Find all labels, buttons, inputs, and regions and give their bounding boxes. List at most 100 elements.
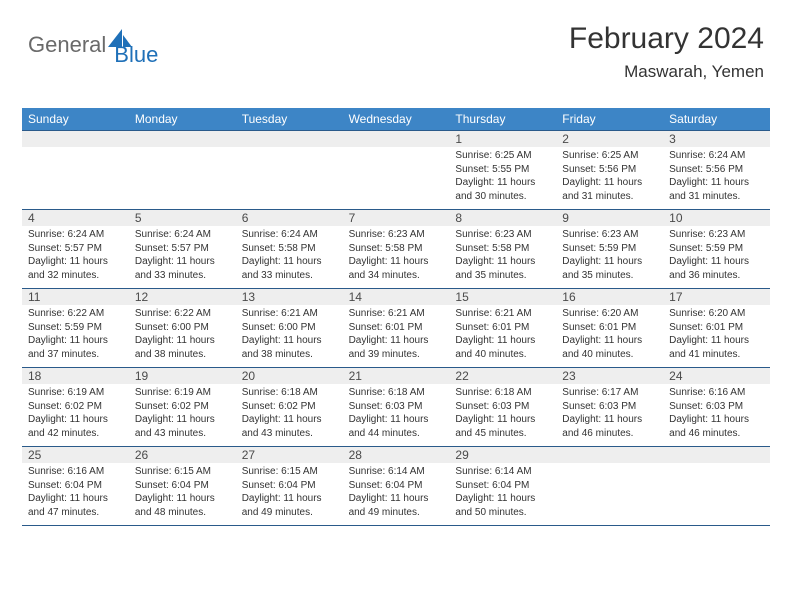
calendar-cell: 3Sunrise: 6:24 AMSunset: 5:56 PMDaylight…	[663, 131, 770, 209]
daylight-text: Daylight: 11 hours and 36 minutes.	[669, 255, 764, 282]
daylight-text: Daylight: 11 hours and 35 minutes.	[455, 255, 550, 282]
calendar-cell: 20Sunrise: 6:18 AMSunset: 6:02 PMDayligh…	[236, 368, 343, 446]
day-number	[343, 131, 450, 147]
daylight-text: Daylight: 11 hours and 35 minutes.	[562, 255, 657, 282]
weekday-label: Sunday	[22, 108, 129, 130]
day-number	[663, 447, 770, 463]
sunrise-text: Sunrise: 6:19 AM	[28, 386, 123, 400]
day-number: 2	[556, 131, 663, 147]
sunrise-text: Sunrise: 6:18 AM	[349, 386, 444, 400]
sunset-text: Sunset: 6:03 PM	[455, 400, 550, 414]
weekday-label: Friday	[556, 108, 663, 130]
sunrise-text: Sunrise: 6:18 AM	[455, 386, 550, 400]
sunset-text: Sunset: 5:57 PM	[135, 242, 230, 256]
day-number: 7	[343, 210, 450, 226]
calendar-cell-empty	[22, 131, 129, 209]
sunrise-text: Sunrise: 6:15 AM	[242, 465, 337, 479]
daylight-text: Daylight: 11 hours and 46 minutes.	[669, 413, 764, 440]
day-number	[236, 131, 343, 147]
day-number: 14	[343, 289, 450, 305]
sunrise-text: Sunrise: 6:20 AM	[669, 307, 764, 321]
day-number: 29	[449, 447, 556, 463]
sunset-text: Sunset: 6:04 PM	[135, 479, 230, 493]
calendar-week: 18Sunrise: 6:19 AMSunset: 6:02 PMDayligh…	[22, 367, 770, 446]
day-info: Sunrise: 6:24 AMSunset: 5:57 PMDaylight:…	[129, 226, 236, 286]
day-number	[556, 447, 663, 463]
day-info: Sunrise: 6:14 AMSunset: 6:04 PMDaylight:…	[343, 463, 450, 523]
daylight-text: Daylight: 11 hours and 49 minutes.	[349, 492, 444, 519]
day-number: 17	[663, 289, 770, 305]
calendar-week: 1Sunrise: 6:25 AMSunset: 5:55 PMDaylight…	[22, 130, 770, 209]
sunset-text: Sunset: 5:56 PM	[669, 163, 764, 177]
calendar-cell: 29 Sunrise: 6:14 AMSunset: 6:04 PMDayligh…	[449, 447, 556, 525]
weekday-label: Monday	[129, 108, 236, 130]
calendar-cell: 26Sunrise: 6:15 AMSunset: 6:04 PMDayligh…	[129, 447, 236, 525]
day-number: 6	[236, 210, 343, 226]
day-info: Sunrise: 6:18 AMSunset: 6:02 PMDaylight:…	[236, 384, 343, 444]
sunrise-text: Sunrise: 6:25 AM	[455, 149, 550, 163]
calendar-cell: 9Sunrise: 6:23 AMSunset: 5:59 PMDaylight…	[556, 210, 663, 288]
calendar-cell: 25Sunrise: 6:16 AMSunset: 6:04 PMDayligh…	[22, 447, 129, 525]
day-number: 20	[236, 368, 343, 384]
daylight-text: Daylight: 11 hours and 40 minutes.	[455, 334, 550, 361]
sunset-text: Sunset: 5:59 PM	[28, 321, 123, 335]
daylight-text: Daylight: 11 hours and 40 minutes.	[562, 334, 657, 361]
calendar-cell: 16Sunrise: 6:20 AMSunset: 6:01 PMDayligh…	[556, 289, 663, 367]
calendar: Sunday Monday Tuesday Wednesday Thursday…	[22, 108, 770, 526]
logo-text-general: General	[28, 32, 106, 58]
day-info: Sunrise: 6:20 AMSunset: 6:01 PMDaylight:…	[556, 305, 663, 365]
sunset-text: Sunset: 6:04 PM	[242, 479, 337, 493]
daylight-text: Daylight: 11 hours and 48 minutes.	[135, 492, 230, 519]
sunset-text: Sunset: 6:04 PM	[349, 479, 444, 493]
logo: General Blue	[28, 22, 158, 68]
day-number: 8	[449, 210, 556, 226]
weekday-label: Tuesday	[236, 108, 343, 130]
calendar-cell: 1Sunrise: 6:25 AMSunset: 5:55 PMDaylight…	[449, 131, 556, 209]
day-info: Sunrise: 6:21 AMSunset: 6:01 PMDaylight:…	[449, 305, 556, 365]
daylight-text: Daylight: 11 hours and 31 minutes.	[669, 176, 764, 203]
calendar-cell: 6Sunrise: 6:24 AMSunset: 5:58 PMDaylight…	[236, 210, 343, 288]
sunrise-text: Sunrise: 6:14 AM	[349, 465, 444, 479]
sunset-text: Sunset: 6:04 PM	[455, 479, 550, 493]
weekday-header: Sunday Monday Tuesday Wednesday Thursday…	[22, 108, 770, 130]
sunrise-text: Sunrise: 6:16 AM	[669, 386, 764, 400]
day-info: Sunrise: 6:21 AMSunset: 6:00 PMDaylight:…	[236, 305, 343, 365]
day-number: 3	[663, 131, 770, 147]
calendar-cell: 15Sunrise: 6:21 AMSunset: 6:01 PMDayligh…	[449, 289, 556, 367]
daylight-text: Daylight: 11 hours and 50 minutes.	[455, 492, 550, 519]
calendar-cell: 28Sunrise: 6:14 AMSunset: 6:04 PMDayligh…	[343, 447, 450, 525]
day-number: 23	[556, 368, 663, 384]
sunset-text: Sunset: 6:02 PM	[135, 400, 230, 414]
sunset-text: Sunset: 5:58 PM	[349, 242, 444, 256]
calendar-cell: 24Sunrise: 6:16 AMSunset: 6:03 PMDayligh…	[663, 368, 770, 446]
sunset-text: Sunset: 5:56 PM	[562, 163, 657, 177]
daylight-text: Daylight: 11 hours and 37 minutes.	[28, 334, 123, 361]
calendar-cell: 5Sunrise: 6:24 AMSunset: 5:57 PMDaylight…	[129, 210, 236, 288]
calendar-cell: 13Sunrise: 6:21 AMSunset: 6:00 PMDayligh…	[236, 289, 343, 367]
calendar-cell: 23Sunrise: 6:17 AMSunset: 6:03 PMDayligh…	[556, 368, 663, 446]
day-number: 26	[129, 447, 236, 463]
calendar-cell: 7Sunrise: 6:23 AMSunset: 5:58 PMDaylight…	[343, 210, 450, 288]
day-info: Sunrise: 6:17 AMSunset: 6:03 PMDaylight:…	[556, 384, 663, 444]
calendar-cell: 27Sunrise: 6:15 AMSunset: 6:04 PMDayligh…	[236, 447, 343, 525]
calendar-cell: 2Sunrise: 6:25 AMSunset: 5:56 PMDaylight…	[556, 131, 663, 209]
daylight-text: Daylight: 11 hours and 45 minutes.	[455, 413, 550, 440]
day-info: Sunrise: 6:16 AMSunset: 6:04 PMDaylight:…	[22, 463, 129, 523]
day-info: Sunrise: 6:19 AMSunset: 6:02 PMDaylight:…	[22, 384, 129, 444]
day-number: 12	[129, 289, 236, 305]
daylight-text: Daylight: 11 hours and 49 minutes.	[242, 492, 337, 519]
sunset-text: Sunset: 6:04 PM	[28, 479, 123, 493]
calendar-cell-empty	[236, 131, 343, 209]
calendar-week: 4Sunrise: 6:24 AMSunset: 5:57 PMDaylight…	[22, 209, 770, 288]
sunrise-text: Sunrise: 6:14 AM	[455, 465, 550, 479]
sunset-text: Sunset: 6:02 PM	[28, 400, 123, 414]
sunset-text: Sunset: 6:03 PM	[349, 400, 444, 414]
daylight-text: Daylight: 11 hours and 38 minutes.	[135, 334, 230, 361]
sunset-text: Sunset: 6:00 PM	[242, 321, 337, 335]
daylight-text: Daylight: 11 hours and 33 minutes.	[135, 255, 230, 282]
sunrise-text: Sunrise: 6:23 AM	[562, 228, 657, 242]
sunrise-text: Sunrise: 6:21 AM	[242, 307, 337, 321]
sunrise-text: Sunrise: 6:16 AM	[28, 465, 123, 479]
day-info: Sunrise: 6:23 AMSunset: 5:58 PMDaylight:…	[449, 226, 556, 286]
calendar-cell: 4Sunrise: 6:24 AMSunset: 5:57 PMDaylight…	[22, 210, 129, 288]
